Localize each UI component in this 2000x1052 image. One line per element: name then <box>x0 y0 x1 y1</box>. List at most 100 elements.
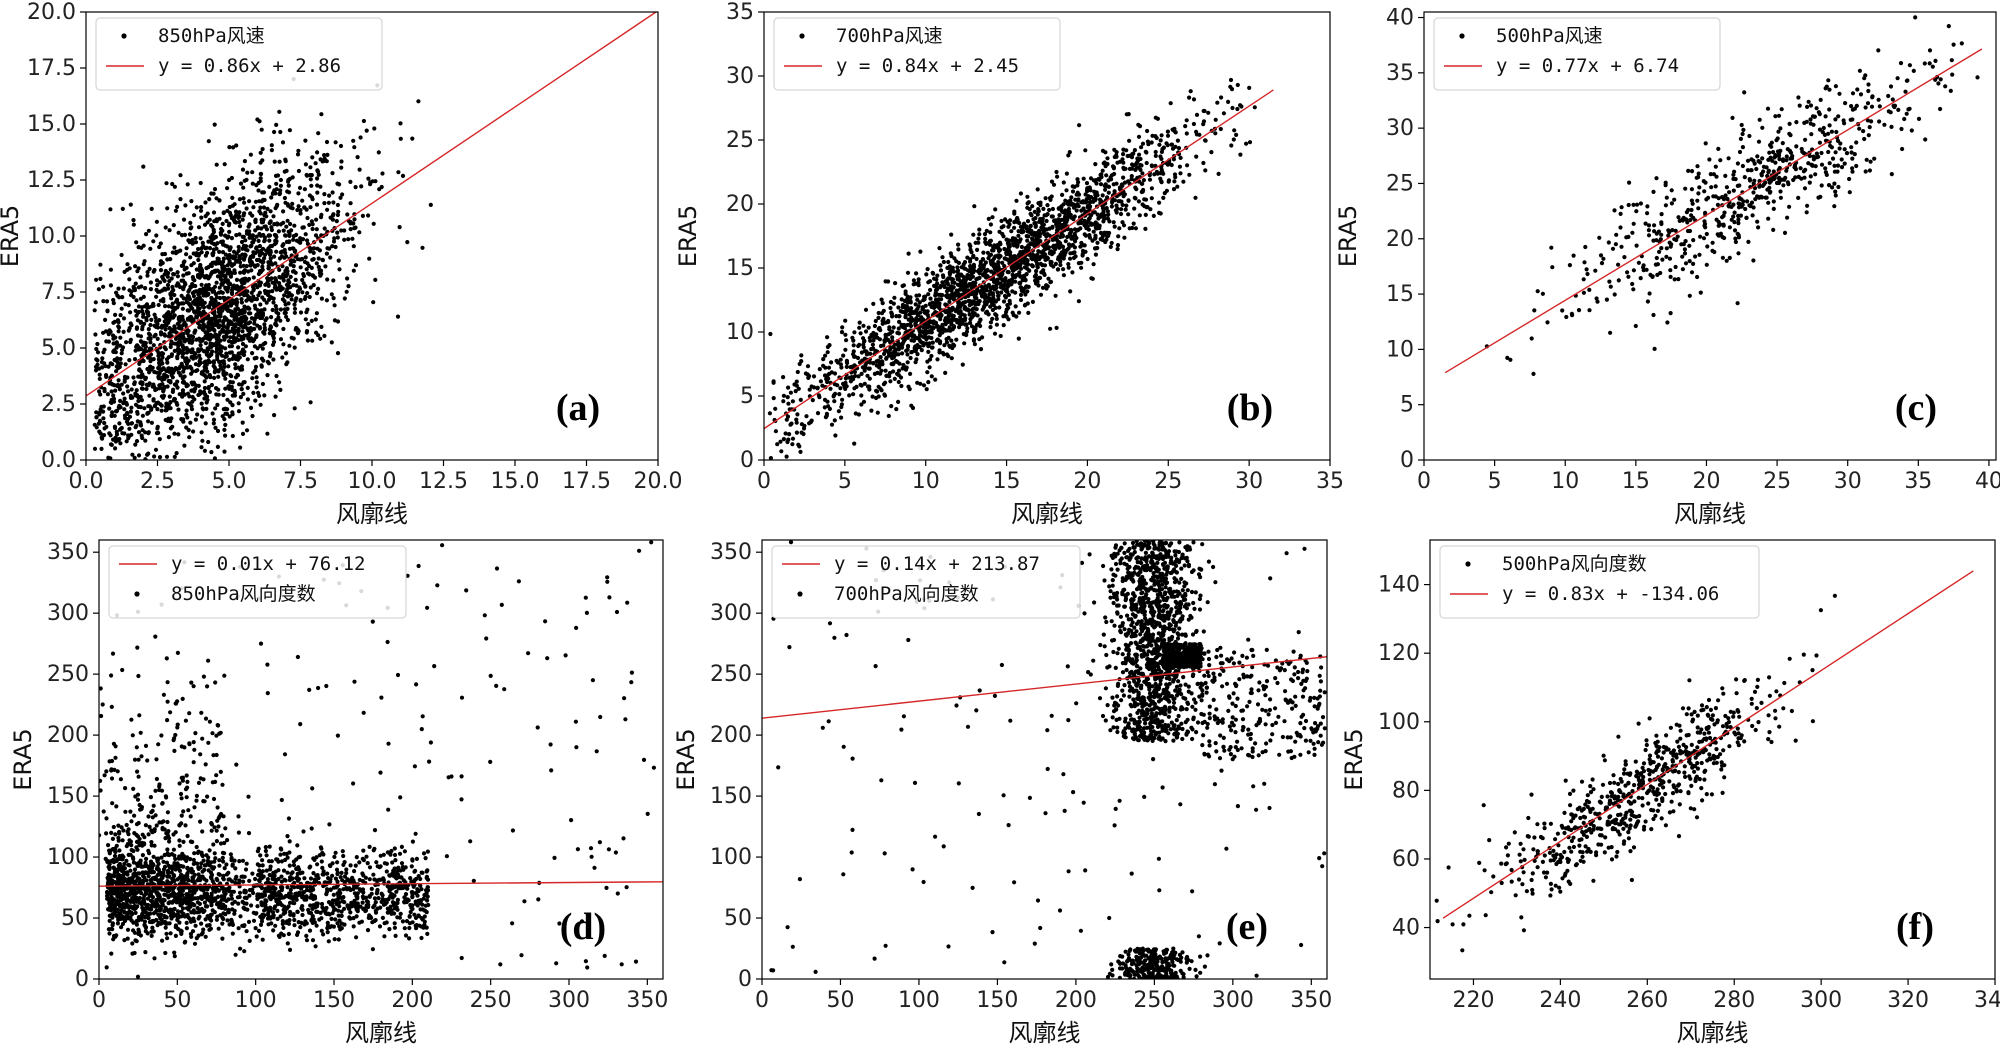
data-point <box>139 386 144 391</box>
data-point <box>1226 99 1231 104</box>
data-point <box>1088 176 1094 181</box>
data-point <box>198 180 203 186</box>
data-point <box>272 331 277 336</box>
data-point <box>296 191 301 196</box>
data-point <box>228 309 233 314</box>
data-point <box>1095 245 1100 251</box>
data-point <box>965 268 971 273</box>
data-point <box>136 245 141 250</box>
data-point <box>164 181 169 186</box>
data-point <box>972 342 978 347</box>
data-point <box>306 271 311 276</box>
data-point <box>956 301 961 306</box>
data-point <box>272 159 277 164</box>
data-point <box>1033 255 1038 260</box>
data-point <box>925 370 930 375</box>
data-point <box>852 369 858 375</box>
data-point <box>214 392 219 397</box>
data-point <box>1060 223 1065 228</box>
data-point <box>862 381 867 386</box>
data-point <box>1041 230 1046 235</box>
data-point <box>834 358 839 363</box>
data-point <box>174 299 180 304</box>
data-point <box>185 182 190 187</box>
data-point <box>944 337 949 342</box>
data-point <box>1105 156 1110 161</box>
data-point <box>810 398 815 403</box>
data-point <box>338 143 344 149</box>
data-point <box>133 425 138 430</box>
data-point <box>1003 295 1009 300</box>
data-point <box>283 233 288 238</box>
data-point <box>97 376 102 381</box>
data-point <box>939 297 944 302</box>
data-point <box>267 238 272 243</box>
data-point <box>1191 97 1197 102</box>
data-point <box>213 292 218 297</box>
data-point <box>836 409 842 414</box>
data-point <box>1767 150 1772 155</box>
legend-box <box>95 17 383 91</box>
data-point <box>289 297 294 302</box>
data-point <box>915 297 920 302</box>
data-point <box>935 281 940 286</box>
data-point <box>1122 235 1127 240</box>
data-point <box>992 264 997 269</box>
data-point <box>1112 224 1117 229</box>
data-point <box>843 332 848 337</box>
data-point <box>286 279 291 284</box>
data-point <box>1018 285 1023 290</box>
data-point <box>779 449 784 454</box>
data-point <box>876 384 881 389</box>
data-point <box>296 289 301 294</box>
data-point <box>152 267 157 273</box>
data-point <box>158 298 163 303</box>
data-point <box>337 267 342 272</box>
data-point <box>193 298 198 303</box>
data-point <box>140 324 145 329</box>
data-point <box>282 293 287 298</box>
data-point <box>209 450 214 455</box>
data-point <box>222 449 227 454</box>
data-point <box>109 397 114 402</box>
data-point <box>313 233 319 238</box>
data-point <box>843 318 848 323</box>
data-point <box>237 219 242 225</box>
data-point <box>111 341 116 346</box>
data-point <box>128 409 133 414</box>
data-point <box>1159 180 1164 185</box>
data-point <box>178 326 183 331</box>
data-point <box>346 237 351 242</box>
data-point <box>311 257 316 262</box>
data-point <box>258 176 263 181</box>
data-point <box>300 277 305 283</box>
data-point <box>272 188 277 193</box>
data-point <box>224 334 229 339</box>
data-point <box>1001 314 1006 319</box>
data-point <box>180 349 185 354</box>
data-point <box>248 405 254 410</box>
data-point <box>234 251 239 256</box>
data-point <box>1070 242 1075 248</box>
data-point <box>899 383 904 389</box>
data-point <box>1042 244 1047 250</box>
data-point <box>937 350 942 355</box>
data-point <box>1025 201 1030 206</box>
data-point <box>261 342 266 347</box>
data-point <box>164 357 170 362</box>
data-point <box>1149 186 1154 191</box>
data-point <box>896 305 901 310</box>
data-point <box>303 317 308 322</box>
data-point <box>278 337 284 342</box>
data-point <box>788 390 794 395</box>
data-point <box>244 306 249 311</box>
data-point <box>1086 217 1091 222</box>
data-point <box>156 430 161 435</box>
data-point <box>242 255 247 260</box>
data-point <box>1018 237 1023 242</box>
data-point <box>165 360 170 365</box>
data-point <box>933 320 939 325</box>
data-point <box>1619 244 1624 249</box>
data-point <box>1038 275 1043 280</box>
data-point <box>1018 292 1024 297</box>
